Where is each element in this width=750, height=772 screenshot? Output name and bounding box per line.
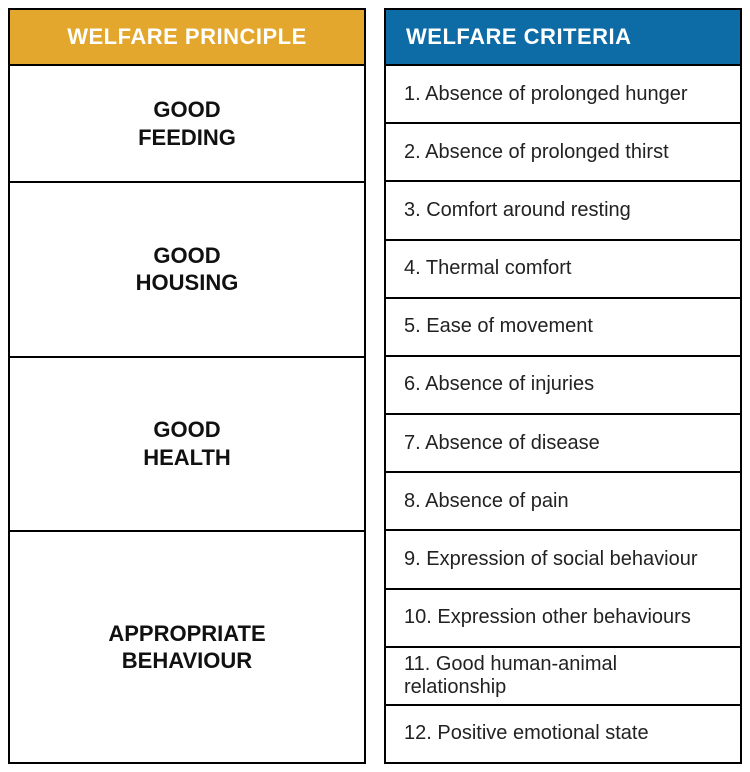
principle-cell: APPROPRIATEBEHAVIOUR xyxy=(10,532,364,762)
principle-line2: HEALTH xyxy=(143,444,231,472)
principle-cell: GOODFEEDING xyxy=(10,66,364,183)
principle-cell: GOODHOUSING xyxy=(10,183,364,358)
principle-line2: FEEDING xyxy=(138,124,236,152)
principle-line1: GOOD xyxy=(138,96,236,124)
welfare-table: WELFARE PRINCIPLE GOODFEEDINGGOODHOUSING… xyxy=(8,8,742,764)
criteria-cell: 7. Absence of disease xyxy=(386,415,740,473)
criteria-cell: 2. Absence of prolonged thirst xyxy=(386,124,740,182)
criteria-body: 1. Absence of prolonged hunger2. Absence… xyxy=(386,66,740,762)
principle-body: GOODFEEDINGGOODHOUSINGGOODHEALTHAPPROPRI… xyxy=(10,66,364,762)
principle-line1: GOOD xyxy=(136,242,239,270)
criteria-cell: 8. Absence of pain xyxy=(386,473,740,531)
principle-line2: BEHAVIOUR xyxy=(108,647,265,675)
criteria-header: WELFARE CRITERIA xyxy=(386,10,740,66)
criteria-cell: 4. Thermal comfort xyxy=(386,241,740,299)
criteria-cell: 10. Expression other behaviours xyxy=(386,590,740,648)
principle-line1: APPROPRIATE xyxy=(108,620,265,648)
criteria-column: WELFARE CRITERIA 1. Absence of prolonged… xyxy=(384,8,742,764)
criteria-cell: 11. Good human-animal relationship xyxy=(386,648,740,706)
criteria-cell: 9. Expression of social behaviour xyxy=(386,531,740,589)
principle-cell: GOODHEALTH xyxy=(10,358,364,533)
principle-column: WELFARE PRINCIPLE GOODFEEDINGGOODHOUSING… xyxy=(8,8,366,764)
criteria-cell: 3. Comfort around resting xyxy=(386,182,740,240)
principle-line1: GOOD xyxy=(143,416,231,444)
criteria-cell: 1. Absence of prolonged hunger xyxy=(386,66,740,124)
criteria-cell: 6. Absence of injuries xyxy=(386,357,740,415)
principle-line2: HOUSING xyxy=(136,269,239,297)
criteria-cell: 12. Positive emotional state xyxy=(386,706,740,762)
criteria-cell: 5. Ease of movement xyxy=(386,299,740,357)
principle-header: WELFARE PRINCIPLE xyxy=(10,10,364,66)
